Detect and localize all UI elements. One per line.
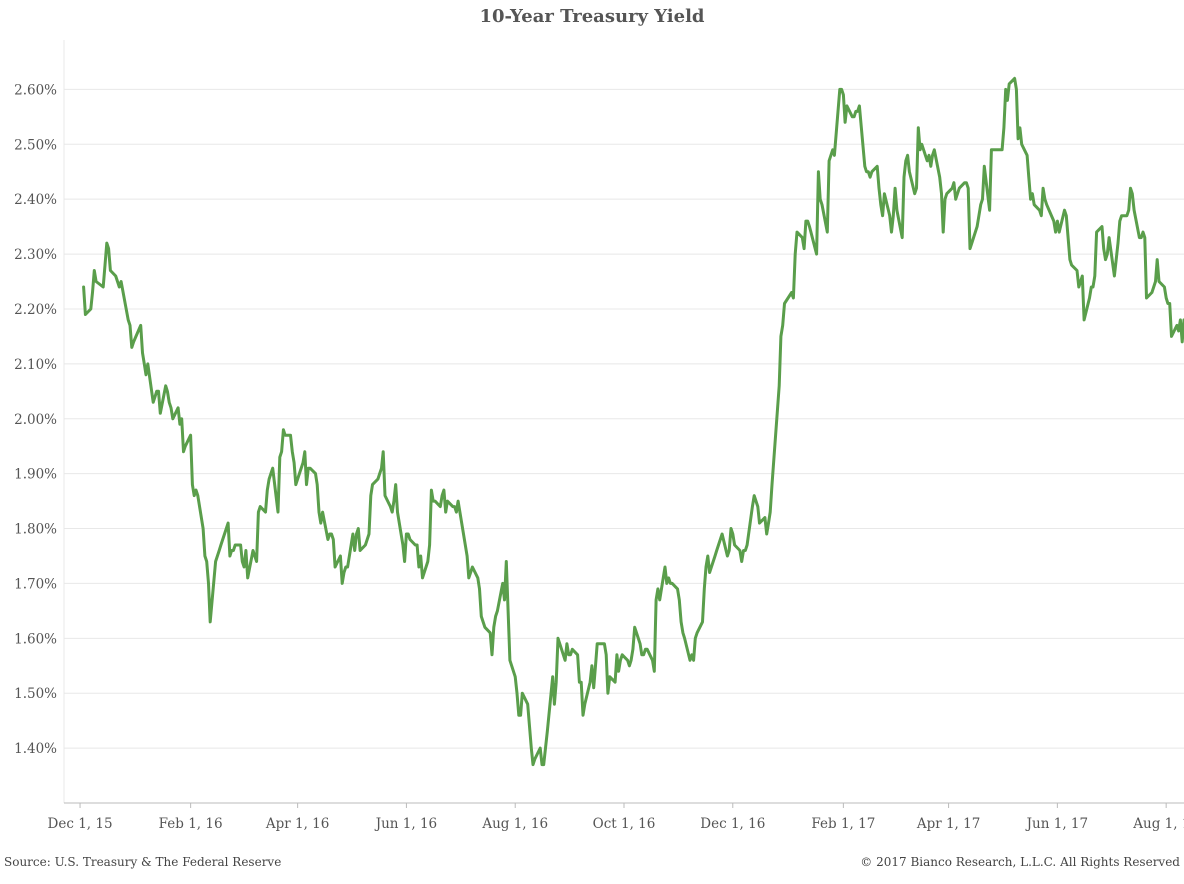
x-tick-label: Dec 1, 15 — [48, 816, 113, 832]
x-tick-label: Apr 1, 17 — [916, 816, 981, 832]
y-tick-label: 2.60% — [14, 82, 57, 98]
series-line — [82, 76, 1184, 767]
x-tick-label: Aug 1, 17 — [1132, 816, 1184, 832]
x-tick-label: Jun 1, 17 — [1025, 816, 1088, 832]
y-tick-label: 1.90% — [14, 467, 57, 483]
x-tick-label: Feb 1, 16 — [159, 816, 223, 832]
copyright-note: © 2017 Bianco Research, L.L.C. All Right… — [860, 855, 1180, 869]
series-layer — [82, 76, 1184, 767]
x-tick-label: Feb 1, 17 — [811, 816, 875, 832]
x-tick-label: Apr 1, 16 — [265, 816, 330, 832]
gridlines — [64, 88, 1184, 749]
axes — [63, 40, 1184, 804]
y-tick-label: 1.50% — [14, 686, 57, 702]
y-tick-label: 2.50% — [14, 137, 57, 153]
x-tick-label: Jun 1, 16 — [374, 816, 437, 832]
y-tick-label: 2.00% — [14, 412, 57, 428]
x-tick-label: Oct 1, 16 — [593, 816, 656, 832]
y-tick-label: 1.70% — [14, 576, 57, 592]
y-tick-label: 2.10% — [14, 357, 57, 373]
y-tick-label: 2.40% — [14, 192, 57, 208]
x-axis-ticks: Dec 1, 15 Feb 1, 16 Apr 1, 16 Jun 1, 16 Aug … — [48, 803, 1184, 832]
x-tick-label: Dec 1, 16 — [700, 816, 765, 832]
y-axis-ticks: 1.40% 1.50% 1.60% 1.70% 1.80% 1.90% 2.00% 2.10%… — [14, 82, 57, 757]
source-note: Source: U.S. Treasury & The Federal Rese… — [4, 855, 282, 869]
x-tick-label: Aug 1, 16 — [481, 816, 548, 832]
y-tick-label: 1.40% — [14, 741, 57, 757]
chart-title: 10-Year Treasury Yield — [479, 6, 705, 27]
y-tick-label: 1.80% — [14, 522, 57, 538]
y-tick-label: 1.60% — [14, 631, 57, 647]
y-tick-label: 2.20% — [14, 302, 57, 318]
y-tick-label: 2.30% — [14, 247, 57, 263]
